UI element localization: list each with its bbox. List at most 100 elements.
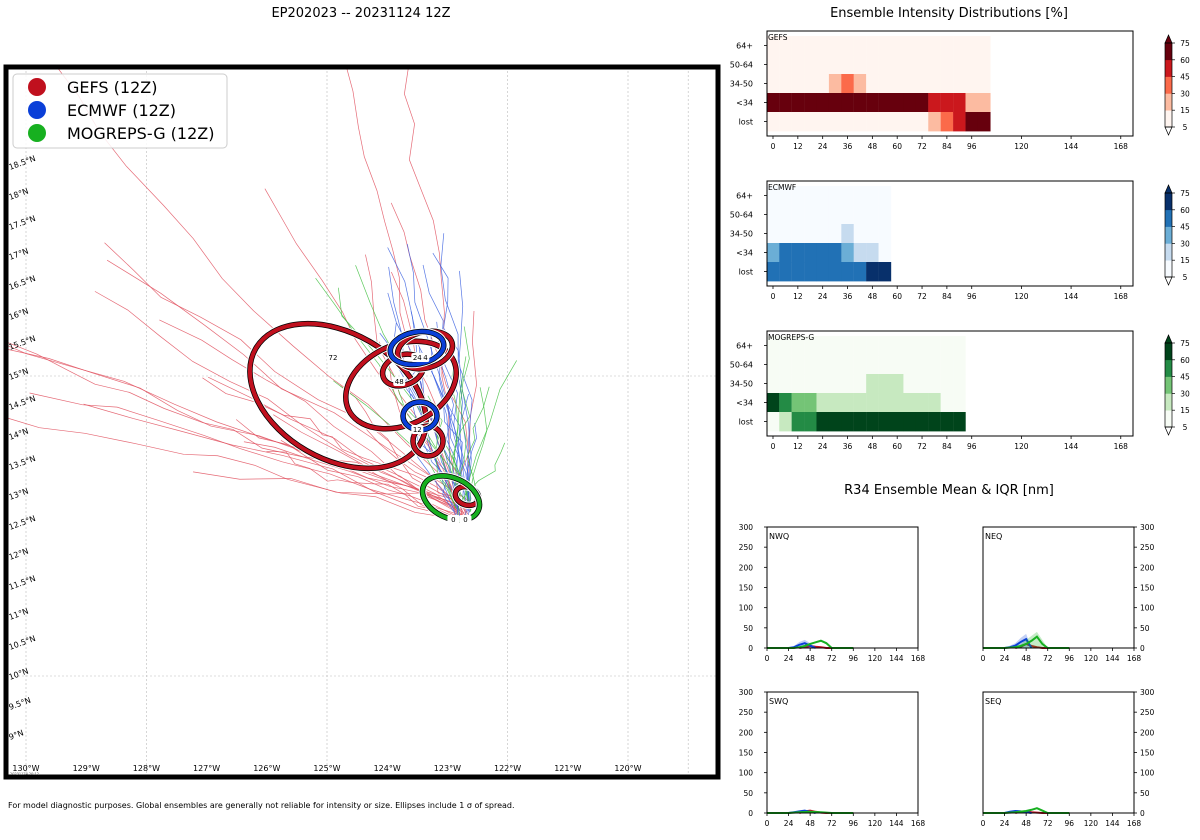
heatmap-cell (853, 393, 867, 413)
r34-frame (982, 691, 1135, 814)
ensemble-track-line (459, 442, 506, 504)
r34-xtick-label: 168 (911, 654, 926, 663)
heatmap-cell (791, 55, 805, 75)
heatmap-cell (791, 224, 805, 244)
r34-ytick-label: 100 (1140, 604, 1155, 613)
r34-xtick-label: 24 (1000, 819, 1010, 828)
heatmap-xtick-label: 0 (771, 292, 776, 301)
heatmap-cell (816, 412, 830, 432)
lon-tick-label: 127°W (193, 764, 220, 773)
heatmap-frame (766, 330, 1134, 437)
ensemble-track-line (461, 393, 471, 509)
heatmap-cell (766, 93, 780, 113)
heatmap-cell (866, 412, 879, 432)
colorbar-segment (1165, 209, 1172, 227)
heatmap-cell (804, 205, 817, 225)
heatmap-cell (828, 336, 842, 356)
r34-xtick-label: 168 (1127, 654, 1142, 663)
heatmap-xtick-label: 120 (1014, 442, 1029, 451)
footnote: For model diagnostic purposes. Global en… (8, 801, 515, 810)
heatmap-cell (841, 205, 854, 225)
heatmap-xtick-label: 24 (818, 142, 828, 151)
r34-ytick-label: 250 (1140, 708, 1155, 717)
heatmap-cell (766, 393, 780, 413)
colorbar-tick-label: 60 (1180, 56, 1190, 65)
heatmap-cell (878, 36, 892, 56)
lon-tick-label: 128°W (133, 764, 160, 773)
heatmap-xtick-label: 120 (1014, 292, 1029, 301)
heatmap-cell (928, 412, 941, 432)
r34-xtick-label: 120 (1084, 654, 1099, 663)
heatmap-cell (928, 112, 941, 132)
heatmap-cell (804, 262, 817, 282)
colorbar-extend-top (1164, 34, 1173, 44)
heatmap-cell (779, 374, 792, 394)
map-legend: GEFS (12Z) ECMWF (12Z) MOGREPS-G (12Z) (12, 73, 228, 149)
colorbar-tick-label: 45 (1180, 373, 1190, 382)
heatmap-cell (940, 336, 954, 356)
heatmap-cell (878, 336, 892, 356)
ensemble-track-line (266, 450, 457, 518)
heatmap-xtick-label: 12 (793, 442, 803, 451)
heatmap-cell (853, 374, 867, 394)
heatmap-cell (928, 93, 941, 113)
heatmap-cell (915, 393, 929, 413)
heatmap-cell (903, 336, 917, 356)
ellipse-hour-bg (411, 425, 424, 434)
heatmap-cell (791, 355, 805, 375)
legend-ecmwf-marker (28, 101, 46, 119)
ensemble-track-line (388, 266, 454, 506)
heatmap-cell (903, 393, 917, 413)
colorbar-segment (1165, 110, 1172, 128)
heatmap-cell (878, 55, 892, 75)
heatmap-cell (940, 74, 954, 94)
heatmap-row-label: 34-50 (730, 380, 753, 389)
r34-xtick-label: 0 (765, 819, 770, 828)
lon-tick-label: 123°W (434, 764, 461, 773)
heatmap-cell (953, 355, 966, 375)
heatmap-cell (766, 336, 780, 356)
r34-xtick-label: 168 (911, 819, 926, 828)
heatmap-cell (866, 186, 879, 206)
heatmap-cell (915, 36, 929, 56)
ellipse-hour-label: 24 (419, 354, 428, 362)
heatmap-xtick-label: 0 (771, 442, 776, 451)
heatmap-xtick-label: 96 (967, 142, 977, 151)
colorbar-extend-bottom (1164, 426, 1173, 436)
heatmap-cell (953, 93, 966, 113)
heatmap-xtick-label: 12 (793, 292, 803, 301)
colorbar-segment (1165, 59, 1172, 77)
heatmap-cell (903, 412, 917, 432)
heatmap-cell (828, 36, 842, 56)
heatmap-cell (915, 55, 929, 75)
heatmap-cell (828, 393, 842, 413)
colorbar-tick-label: 60 (1180, 356, 1190, 365)
r34-iqr-band (983, 633, 1032, 648)
ellipse-hour-label: 0 (463, 516, 467, 524)
heatmap-cell (841, 36, 854, 56)
heatmap-xtick-label: 36 (843, 292, 853, 301)
heatmap-cell (791, 336, 805, 356)
heatmap-cell (791, 93, 805, 113)
colorbar-tick-label: 5 (1183, 123, 1188, 132)
heatmap-cell (903, 55, 917, 75)
r34-xtick-label: 96 (1065, 819, 1075, 828)
heatmap-xtick-label: 144 (1064, 142, 1079, 151)
r34-panel-label: NWQ (769, 532, 789, 541)
heatmap-xtick-label: 84 (942, 292, 952, 301)
heatmap-cell (828, 186, 842, 206)
lon-tick-label: 126°W (253, 764, 280, 773)
ensemble-track-line (29, 392, 464, 516)
heatmap-cell (853, 336, 867, 356)
r34-panel-swq: SWQ 0 24 48 72 96 120 144 168 0 50 100 150 200 250 300 (739, 688, 926, 828)
heatmap-cell (915, 412, 929, 432)
heatmap-cell (891, 355, 904, 375)
heatmap-cell (928, 55, 941, 75)
colorbar-tick-label: 75 (1180, 189, 1190, 198)
colorbar-tick-label: 5 (1183, 273, 1188, 282)
r34-ytick-label: 300 (739, 688, 754, 697)
heatmap-cell (853, 262, 867, 282)
heatmap-cell (841, 336, 854, 356)
